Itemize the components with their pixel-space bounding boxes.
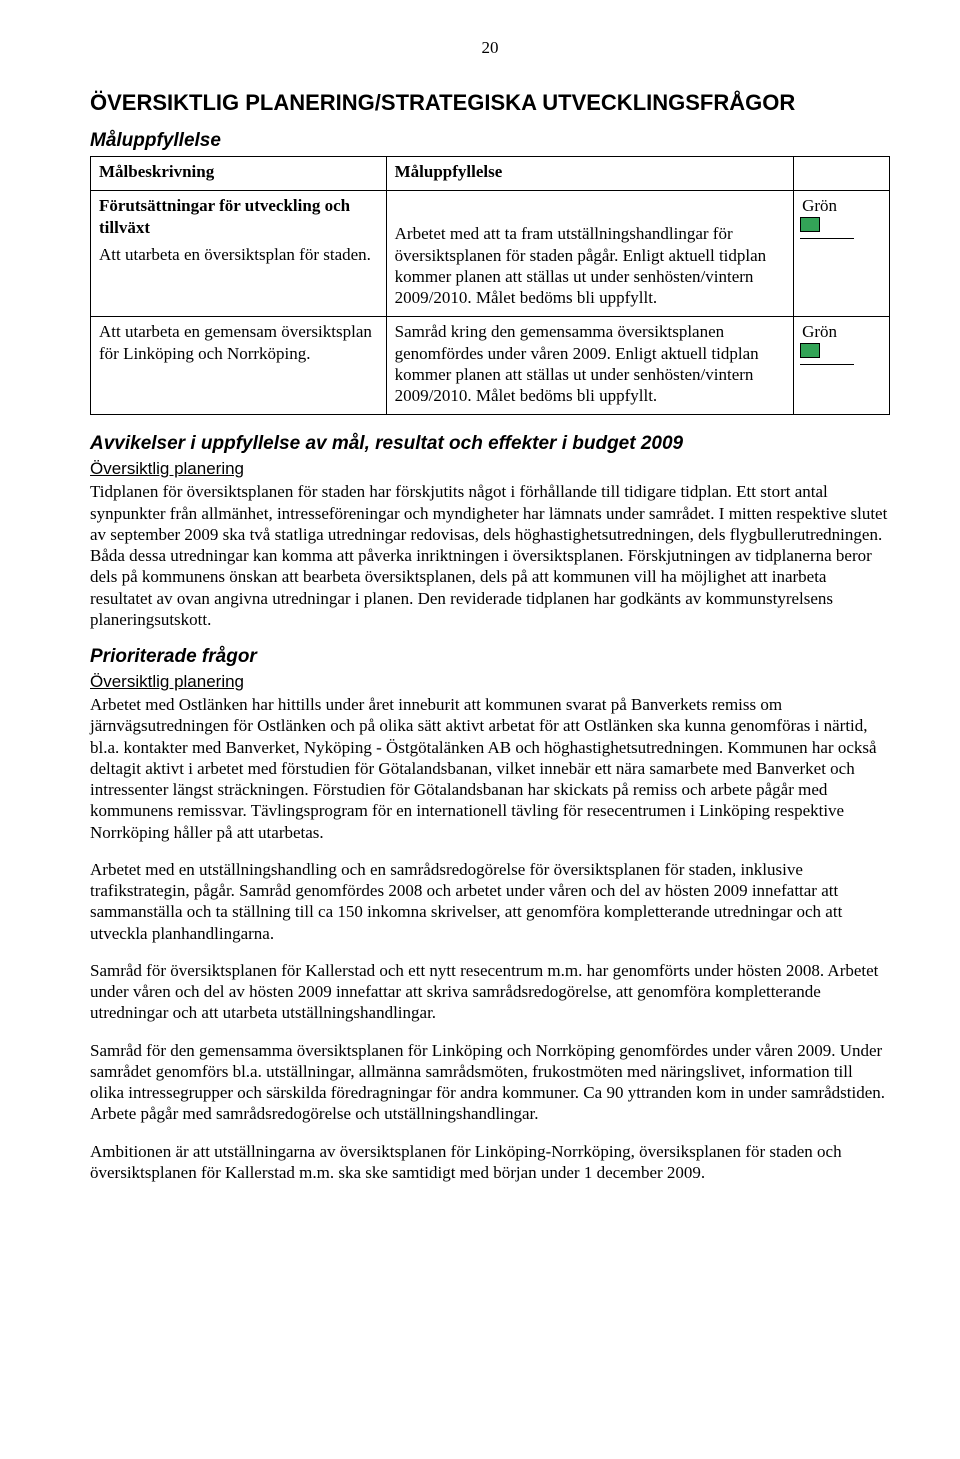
- page-number: 20: [90, 38, 890, 58]
- page-container: 20 ÖVERSIKTLIG PLANERING/STRATEGISKA UTV…: [0, 0, 960, 1259]
- paragraph: Arbetet med Ostlänken har hittills under…: [90, 694, 890, 843]
- row-fulfillment-text: Samråd kring den gemensamma översiktspla…: [395, 321, 785, 406]
- section-prioriterade-heading: Prioriterade frågor: [90, 646, 890, 668]
- document-title: ÖVERSIKTLIG PLANERING/STRATEGISKA UTVECK…: [90, 90, 890, 116]
- paragraph: Ambitionen är att utställningarna av öve…: [90, 1141, 890, 1184]
- paragraph: Arbetet med en utställningshandling och …: [90, 859, 890, 944]
- table-cell-status: Grön: [794, 317, 890, 415]
- table-header-malbeskrivning: Målbeskrivning: [91, 157, 387, 191]
- status-indicator-icon: [800, 343, 854, 365]
- status-label: Grön: [802, 195, 881, 216]
- row-desc-body: Att utarbeta en gemensam översiktsplan f…: [99, 321, 378, 364]
- table-cell-status: Grön: [794, 191, 890, 317]
- table-header-row: Målbeskrivning Måluppfyllelse: [91, 157, 890, 191]
- status-color-box: [800, 343, 820, 358]
- table-cell-description: Förutsättningar för utveckling och tillv…: [91, 191, 387, 317]
- row-desc-bold: Förutsättningar för utveckling och tillv…: [99, 195, 378, 238]
- table-header-status: [794, 157, 890, 191]
- section-avvikelser-heading: Avvikelser i uppfyllelse av mål, resulta…: [90, 433, 890, 455]
- paragraph: Samråd för den gemensamma översiktsplane…: [90, 1040, 890, 1125]
- status-arrow-line: [800, 238, 854, 239]
- paragraph: Samråd för översiktsplanen för Kallersta…: [90, 960, 890, 1024]
- table-cell-fulfillment: Samråd kring den gemensamma översiktspla…: [386, 317, 793, 415]
- goal-table: Målbeskrivning Måluppfyllelse Förutsättn…: [90, 156, 890, 415]
- status-color-box: [800, 217, 820, 232]
- paragraph: Tidplanen för översiktsplanen för staden…: [90, 481, 890, 630]
- table-cell-fulfillment: Arbetet med att ta fram utställningshand…: [386, 191, 793, 317]
- table-header-maluppfyllelse: Måluppfyllelse: [386, 157, 793, 191]
- table-row: Att utarbeta en gemensam översiktsplan f…: [91, 317, 890, 415]
- section-prioriterade-sub: Översiktlig planering: [90, 672, 890, 692]
- status-label: Grön: [802, 321, 881, 342]
- row-fulfillment-text: Arbetet med att ta fram utställningshand…: [395, 223, 785, 308]
- table-row: Förutsättningar för utveckling och tillv…: [91, 191, 890, 317]
- status-indicator-icon: [800, 217, 854, 239]
- status-arrow-line: [800, 364, 854, 365]
- row-desc-body: Att utarbeta en översiktsplan för staden…: [99, 244, 378, 265]
- section-maluppfyllelse-heading: Måluppfyllelse: [90, 130, 890, 152]
- table-cell-description: Att utarbeta en gemensam översiktsplan f…: [91, 317, 387, 415]
- section-avvikelser-sub: Översiktlig planering: [90, 459, 890, 479]
